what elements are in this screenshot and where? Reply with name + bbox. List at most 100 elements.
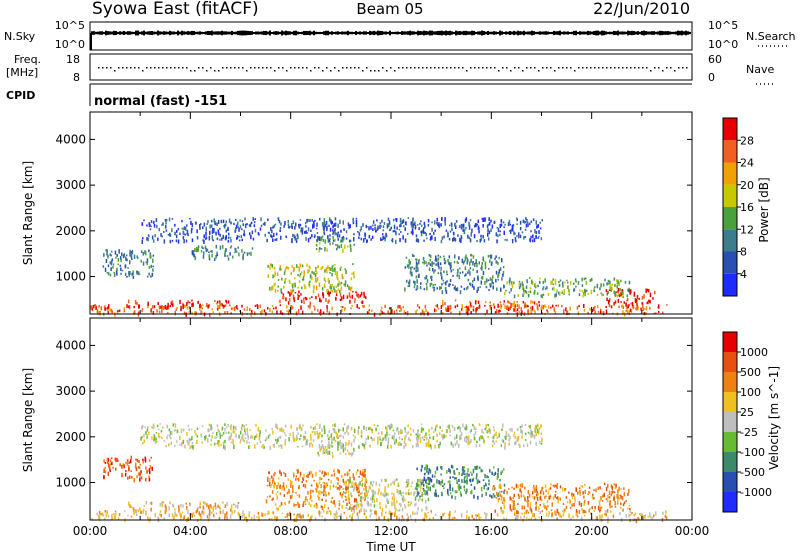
range-cell	[360, 480, 362, 483]
range-cell	[254, 435, 257, 438]
range-cell	[166, 424, 168, 429]
range-cell	[388, 220, 391, 225]
range-cell	[332, 225, 334, 229]
range-cell	[417, 442, 419, 446]
range-cell	[319, 431, 321, 436]
range-cell	[347, 222, 350, 226]
range-cell	[461, 479, 463, 483]
range-cell	[461, 225, 463, 229]
nsky-sample	[239, 30, 241, 36]
range-cell	[468, 236, 471, 240]
range-cell	[469, 219, 472, 222]
range-cell	[175, 308, 177, 311]
range-cell	[618, 305, 620, 308]
range-cell	[270, 234, 272, 238]
range-cell	[214, 257, 216, 261]
range-cell	[149, 517, 151, 521]
range-cell	[602, 311, 604, 313]
range-cell	[134, 465, 137, 469]
range-cell	[251, 247, 254, 250]
range-cell	[165, 445, 167, 448]
range-cell	[470, 253, 472, 257]
range-cell	[498, 497, 500, 500]
range-cell	[323, 283, 326, 287]
nsky-sample	[317, 31, 319, 35]
range-cell	[591, 506, 593, 510]
freq-sample	[502, 67, 504, 69]
range-cell	[318, 311, 321, 314]
range-cell	[338, 486, 341, 491]
range-cell	[498, 269, 501, 274]
range-cell	[130, 459, 132, 464]
range-cell	[451, 517, 454, 521]
range-cell	[434, 269, 436, 272]
range-cell	[612, 514, 615, 518]
range-cell	[555, 293, 557, 297]
range-cell	[251, 230, 254, 235]
range-cell	[651, 516, 653, 520]
range-cell	[330, 500, 332, 503]
range-cell	[439, 262, 442, 266]
range-cell	[333, 223, 335, 227]
range-cell	[383, 221, 386, 225]
range-cell	[364, 468, 366, 473]
range-cell	[148, 475, 150, 478]
nsky-sample	[325, 30, 327, 36]
range-cell	[228, 232, 230, 236]
nsky-sample	[487, 30, 489, 36]
nsky-sample	[229, 31, 231, 35]
range-cell	[163, 517, 165, 520]
range-cell	[443, 483, 446, 486]
range-cell	[142, 252, 145, 256]
nsky-sample	[141, 31, 143, 35]
range-cell	[107, 306, 109, 310]
range-cell	[208, 423, 211, 426]
colorbar-frame	[722, 331, 738, 513]
range-cell	[252, 237, 255, 241]
range-cell	[305, 480, 308, 483]
range-cell	[594, 310, 596, 315]
range-cell	[619, 512, 621, 516]
nsky-sample	[553, 30, 555, 36]
range-cell	[432, 431, 435, 433]
range-cell	[393, 501, 395, 505]
range-cell	[269, 433, 271, 437]
range-cell	[236, 308, 239, 310]
range-cell	[524, 290, 527, 293]
range-cell	[336, 515, 338, 519]
range-cell	[256, 304, 258, 307]
range-cell	[207, 428, 210, 433]
range-cell	[234, 229, 236, 233]
range-cell	[441, 491, 443, 497]
range-cell	[616, 280, 619, 283]
range-cell	[622, 503, 625, 507]
range-cell	[510, 288, 512, 292]
range-cell	[493, 429, 495, 432]
range-cell	[426, 286, 428, 291]
range-cell	[411, 266, 414, 269]
range-cell	[274, 288, 277, 293]
range-cell	[473, 518, 475, 521]
range-cell	[153, 424, 155, 429]
range-cell	[470, 254, 473, 257]
range-cell	[236, 222, 239, 226]
nsky-sample	[215, 31, 217, 35]
range-cell	[468, 473, 470, 477]
range-cell	[145, 431, 147, 435]
range-cell	[186, 306, 189, 310]
range-cell	[160, 233, 162, 237]
freq-sample	[406, 67, 408, 69]
range-cell	[530, 433, 532, 437]
range-cell	[441, 276, 443, 280]
range-cell	[326, 227, 328, 232]
nsky-sample	[639, 31, 641, 35]
nsky-sample	[613, 30, 615, 36]
range-cell	[227, 424, 229, 427]
range-cell	[117, 258, 120, 262]
range-cell	[497, 271, 500, 277]
range-cell	[387, 500, 389, 504]
range-cell	[587, 311, 589, 315]
y-tick-label: 3000	[55, 178, 86, 192]
range-cell	[509, 230, 511, 232]
range-cell	[466, 479, 468, 483]
